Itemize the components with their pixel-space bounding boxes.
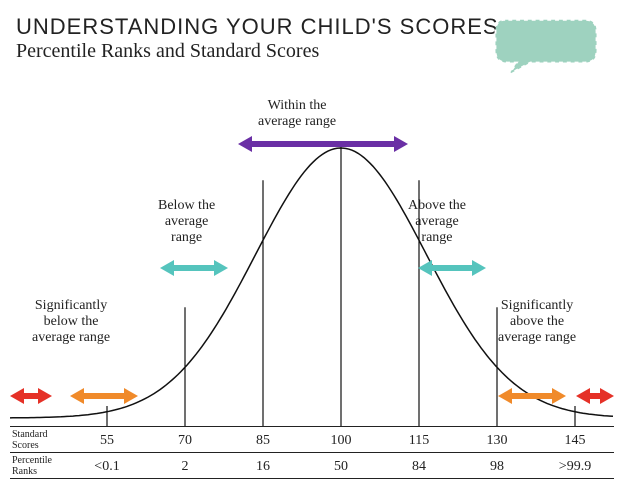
percentile-tick: <0.1 [68, 459, 146, 475]
label-below: Below the average range [158, 198, 215, 246]
score-tick: 85 [224, 433, 302, 449]
range-arrow [70, 388, 138, 404]
percentile-tick: 50 [302, 459, 380, 475]
score-tick: 130 [458, 433, 536, 449]
range-arrow [498, 388, 566, 404]
axis-row-percentiles: Percentile Ranks <0.1216508498>99.9 [10, 456, 614, 477]
axis-label-percentiles: Percentile Ranks [10, 456, 68, 477]
axis-rule-top [10, 426, 614, 427]
bell-curve-path [10, 148, 613, 418]
score-tick: 70 [146, 433, 224, 449]
score-tick: 115 [380, 433, 458, 449]
range-arrow [576, 388, 614, 404]
score-tick: 100 [302, 433, 380, 449]
range-arrow [418, 260, 486, 276]
label-sig-above: Significantly above the average range [498, 298, 576, 346]
range-arrow [238, 136, 408, 152]
label-above: Above the average range [408, 198, 466, 246]
percentile-tick: 16 [224, 459, 302, 475]
percentile-tick: 84 [380, 459, 458, 475]
score-tick: 55 [68, 433, 146, 449]
bell-curve-chart: Significantly below the average range Be… [10, 88, 614, 481]
speech-bubble-icon [486, 12, 606, 82]
axis-rule-mid [10, 452, 614, 453]
score-tick: 145 [536, 433, 614, 449]
percentile-tick: >99.9 [536, 459, 614, 475]
percentile-tick: 98 [458, 459, 536, 475]
range-arrow [10, 388, 52, 404]
label-within: Within the average range [258, 98, 336, 130]
axis-row-scores: Standard Scores 557085100115130145 [10, 430, 614, 451]
range-arrow [160, 260, 228, 276]
label-sig-below: Significantly below the average range [32, 298, 110, 346]
axis-rule-bottom [10, 478, 614, 479]
axis-label-scores: Standard Scores [10, 430, 68, 451]
percentile-tick: 2 [146, 459, 224, 475]
